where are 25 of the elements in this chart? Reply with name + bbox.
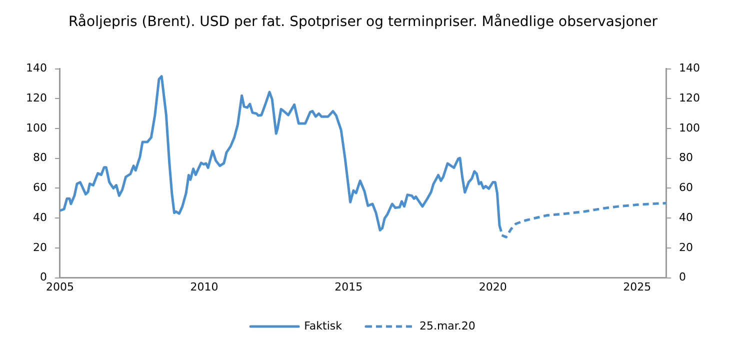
y-tick-label: 60 [32,181,47,194]
x-tick-label: 2025 [623,280,652,294]
y-tick-label: 120 [26,92,47,105]
y2-tick-label: 0 [679,270,686,284]
legend-label: 25.mar.20 [419,319,476,332]
y2-tick-label: 60 [679,181,694,194]
y2-tick-label: 20 [679,240,694,254]
x-tick-label: 2020 [478,280,507,294]
y2-tick-label: 40 [679,210,694,224]
y2-tick-label: 80 [679,151,694,164]
legend-label: Faktisk [304,319,343,332]
y-tick-label: 0 [40,270,47,284]
y2-tick-label: 140 [679,62,700,75]
x-tick-label: 2010 [190,280,218,294]
chart-title: Råoljepris (Brent). USD per fat. Spotpriser og terminpriser. Månedlige observasjoner [68,13,658,30]
line-series [500,202,666,238]
y-tick-label: 40 [32,210,47,224]
y2-tick-label: 100 [679,121,700,134]
y2-tick-label: 120 [679,92,700,105]
x-tick-label: 2015 [334,280,363,294]
y-tick-label: 100 [26,121,47,134]
y-tick-label: 140 [26,62,47,75]
y-tick-label: 80 [32,151,47,164]
x-tick-label: 2005 [46,280,74,294]
y-tick-label: 20 [32,240,47,254]
